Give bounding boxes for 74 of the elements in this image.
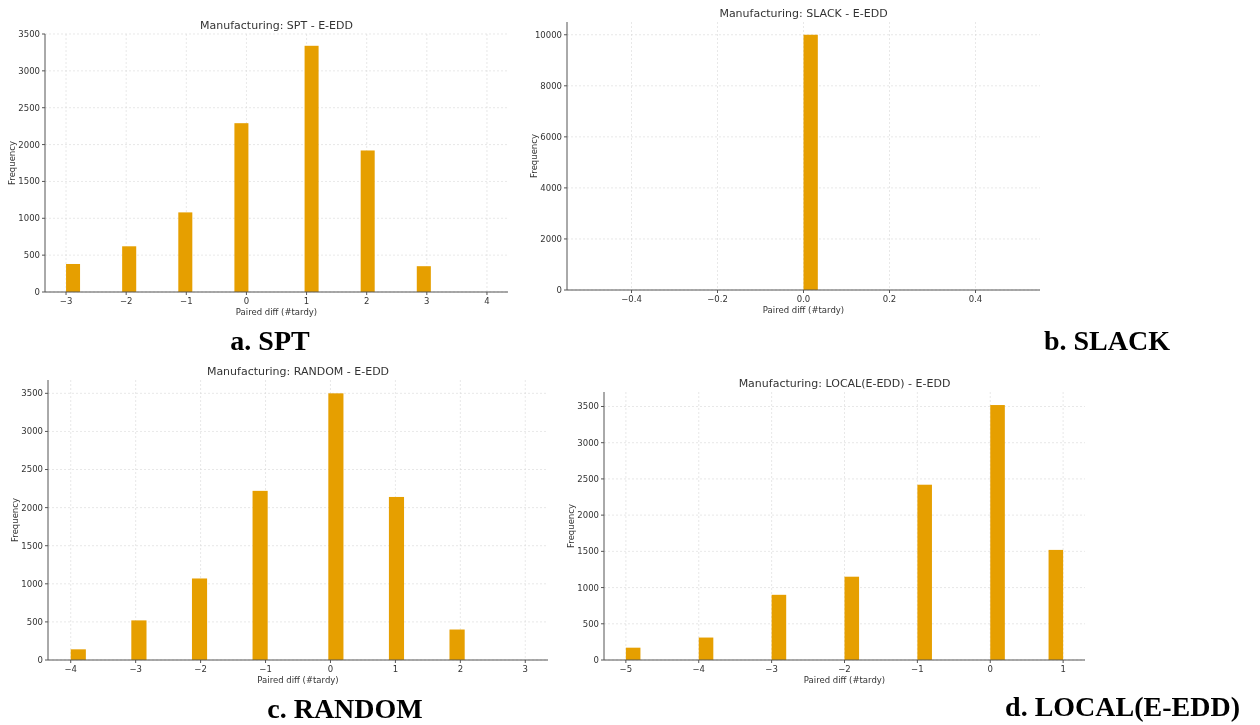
text: d. LOCAL(E-EDD)	[1005, 691, 1240, 722]
y-tick-label: 3000	[21, 426, 43, 437]
y-tick-label: 3500	[577, 401, 599, 412]
x-tick-label: 3	[424, 296, 430, 306]
text: b. SLACK	[1043, 325, 1171, 356]
x-tick-label: −2	[194, 664, 207, 674]
chart-title: Manufacturing: RANDOM - E-EDD	[206, 365, 390, 378]
x-tick-label: −0.2	[707, 294, 728, 304]
x-tick-label: 0	[327, 664, 334, 674]
x-tick-label: −4	[64, 664, 77, 674]
y-axis-title: Frequency	[529, 134, 539, 178]
x-tick-label: 0	[987, 664, 993, 674]
y-tick-label: 0	[593, 654, 599, 665]
x-tick-label: −2	[119, 296, 133, 306]
y-tick-label: 10000	[534, 29, 562, 40]
x-tick-label: 0.4	[968, 294, 983, 304]
y-axis-title: Frequency	[566, 504, 576, 548]
y-tick-label: 1000	[577, 582, 599, 593]
y-tick-label: 3500	[21, 388, 43, 399]
x-tick-label: −1	[259, 664, 272, 674]
y-tick-label: 500	[26, 616, 43, 627]
y-tick-label: 0	[37, 654, 43, 665]
x-tick-label: −3	[59, 296, 73, 306]
y-tick-label: 1500	[577, 546, 599, 557]
y-tick-label: 2000	[18, 139, 40, 150]
x-tick-label: 2	[457, 664, 464, 674]
y-tick-label: 8000	[540, 80, 562, 91]
y-tick-label: 3000	[577, 437, 599, 448]
x-tick-label: 2	[363, 296, 370, 306]
x-tick-label: 0	[243, 296, 250, 306]
x-tick-label: −0.4	[621, 294, 642, 304]
y-tick-label: 2000	[577, 510, 599, 521]
x-tick-label: 0.0	[796, 294, 811, 304]
x-tick-label: 1	[303, 296, 310, 306]
y-tick-label: 6000	[540, 131, 562, 142]
y-tick-label: 1500	[18, 176, 40, 187]
y-tick-label: 2500	[18, 102, 40, 113]
x-axis-title: Paired diff (#tardy)	[803, 675, 886, 685]
x-axis-title: Paired diff (#tardy)	[257, 675, 339, 685]
x-axis-title: Paired diff (#tardy)	[762, 305, 845, 315]
y-tick-label: 2000	[21, 502, 43, 513]
y-tick-label: 0	[556, 284, 562, 295]
y-tick-label: 1000	[21, 578, 43, 589]
y-tick-label: 500	[23, 250, 40, 261]
x-tick-label: −5	[619, 664, 633, 674]
x-tick-label: −1	[180, 296, 193, 306]
y-tick-label: 2500	[577, 473, 599, 484]
y-tick-label: 500	[582, 618, 599, 629]
text: c. RANDOM	[267, 693, 423, 724]
y-tick-label: 3500	[18, 28, 40, 39]
y-tick-label: 1000	[18, 213, 40, 224]
y-axis-title: Frequency	[10, 498, 20, 542]
x-tick-label: −3	[129, 664, 142, 674]
chart-title: Manufacturing: SPT - E-EDD	[200, 19, 353, 32]
x-tick-label: 1	[1060, 664, 1066, 674]
x-tick-label: 1	[392, 664, 399, 674]
text: a. SPT	[230, 325, 310, 356]
x-tick-label: 4	[484, 296, 490, 306]
y-tick-label: 2000	[540, 233, 562, 244]
y-tick-label: 1500	[21, 540, 43, 551]
y-tick-label: 3000	[18, 65, 40, 76]
chart-title: Manufacturing: SLACK - E-EDD	[719, 7, 888, 20]
x-tick-label: −4	[692, 664, 706, 674]
chart-title: Manufacturing: LOCAL(E-EDD) - E-EDD	[738, 377, 951, 390]
x-tick-label: 3	[522, 664, 528, 674]
y-tick-label: 0	[34, 286, 40, 297]
y-axis-title: Frequency	[7, 141, 17, 185]
x-tick-label: −1	[911, 664, 924, 674]
x-tick-label: −2	[838, 664, 851, 674]
x-tick-label: −3	[765, 664, 778, 674]
y-tick-label: 4000	[540, 182, 562, 193]
y-tick-label: 2500	[21, 464, 43, 475]
x-tick-label: 0.2	[882, 294, 897, 304]
x-axis-title: Paired diff (#tardy)	[235, 307, 318, 317]
